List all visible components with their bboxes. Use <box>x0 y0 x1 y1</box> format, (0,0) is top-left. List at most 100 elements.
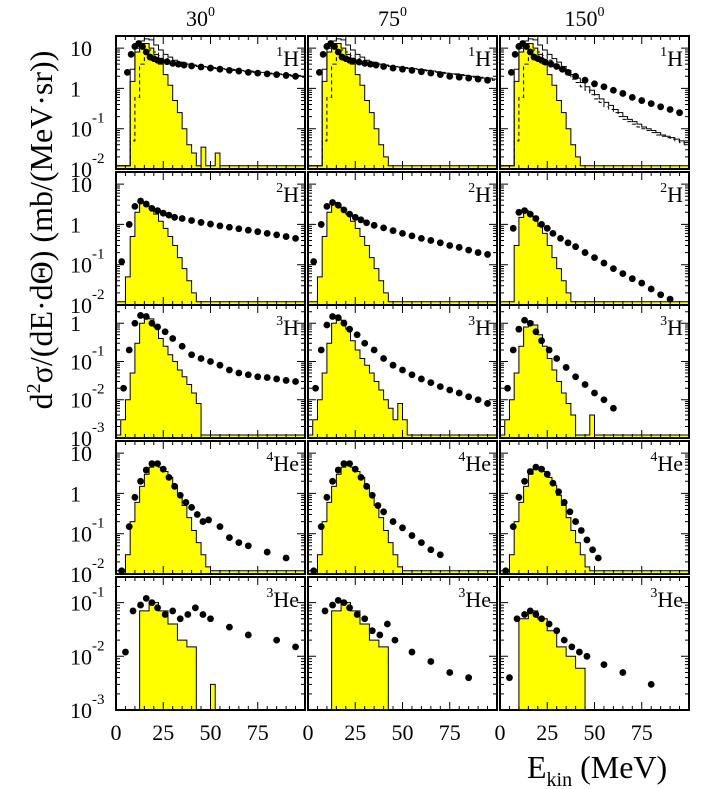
data-point <box>361 615 369 623</box>
y-tick-exponent: -2 <box>92 151 105 167</box>
x-tick-label: 75 <box>439 720 461 745</box>
y-tick-base: 10 <box>70 522 92 547</box>
panel: 3H <box>499 304 690 439</box>
data-point <box>169 607 177 615</box>
data-point <box>568 643 576 651</box>
data-point <box>254 69 262 77</box>
data-point <box>334 466 342 474</box>
y-tick-base: 10 <box>70 562 92 587</box>
y-tick-exponent: -2 <box>92 638 105 654</box>
y-tick-base: 10 <box>70 117 92 142</box>
data-point <box>355 58 363 66</box>
particle-element: H <box>475 315 491 340</box>
y-tick-label: 10-1 <box>70 585 105 616</box>
data-point <box>254 373 262 381</box>
data-point <box>538 337 545 345</box>
data-point <box>363 219 370 227</box>
data-point <box>638 97 646 104</box>
data-point <box>273 231 281 239</box>
data-point <box>538 465 545 473</box>
particle-label: 3He <box>458 586 491 612</box>
particle-element: H <box>475 46 491 71</box>
panel-plot-area <box>116 460 305 574</box>
particle-element: H <box>283 46 299 71</box>
data-point <box>581 249 589 256</box>
model-histogram <box>116 316 305 438</box>
data-point <box>538 615 545 623</box>
data-point <box>502 567 510 574</box>
data-point <box>235 225 243 233</box>
panel: 1H <box>499 35 690 170</box>
particle-label: 3He <box>650 586 683 612</box>
y-tick-label: 10-2 <box>70 287 105 318</box>
y-tick-base: 10 <box>70 644 92 669</box>
data-point <box>408 532 416 539</box>
data-point <box>226 366 233 374</box>
panel: 2H <box>115 171 306 306</box>
data-point <box>176 491 184 499</box>
data-point <box>361 339 369 347</box>
column-degree: 0 <box>400 5 407 20</box>
panel-ticks <box>307 440 498 575</box>
panel: 4He <box>499 440 690 575</box>
data-point <box>122 648 129 656</box>
particle-mass: 2 <box>468 181 475 196</box>
data-point <box>273 375 281 383</box>
data-point <box>619 669 627 676</box>
panel-plot-area <box>500 607 689 710</box>
particle-element: He <box>465 451 491 476</box>
data-point <box>628 275 636 283</box>
y-tick-label: 1 <box>70 311 81 336</box>
data-point <box>427 69 435 77</box>
data-point <box>589 546 597 554</box>
data-point <box>244 226 252 234</box>
y-tick-label: 10-1 <box>70 247 105 278</box>
y-tick-label: 10-1 <box>70 343 105 374</box>
data-point <box>137 601 144 609</box>
data-point <box>329 199 336 206</box>
data-point <box>545 620 553 628</box>
panel-ticks <box>307 304 498 439</box>
data-point <box>317 523 325 531</box>
panel-plot-area <box>500 316 689 438</box>
y-tick-base: 10 <box>70 698 92 723</box>
data-point <box>370 221 378 229</box>
particle-mass: 3 <box>468 314 475 329</box>
data-point <box>366 60 374 68</box>
panel-plot-area <box>116 38 305 169</box>
data-point <box>188 217 196 224</box>
data-point <box>572 72 579 80</box>
data-point <box>526 319 534 327</box>
data-point <box>197 63 205 71</box>
data-point <box>474 75 482 83</box>
data-point <box>575 648 583 656</box>
y-tick-label: 10-3 <box>70 420 105 451</box>
data-point <box>446 669 454 676</box>
particle-label: 3H <box>276 314 299 340</box>
data-point <box>244 542 252 550</box>
data-point <box>368 627 376 635</box>
data-point <box>455 243 463 251</box>
data-point <box>526 468 534 475</box>
data-point <box>436 383 444 391</box>
data-point <box>509 523 517 531</box>
data-point <box>515 493 523 501</box>
y-tick-base: 10 <box>70 36 92 61</box>
y-tick-exponent: -2 <box>92 382 105 398</box>
data-point <box>323 203 331 210</box>
data-point <box>610 86 617 94</box>
data-point <box>446 72 454 80</box>
model-histogram <box>116 201 305 305</box>
data-point <box>676 109 683 117</box>
data-point <box>521 477 528 485</box>
panel-ticks <box>307 171 498 306</box>
y-tick-label: 10-2 <box>70 638 105 669</box>
data-point <box>418 68 425 76</box>
panel-ticks <box>499 577 690 711</box>
particle-element: H <box>667 182 683 207</box>
model-histogram <box>308 602 497 710</box>
panel: 3H <box>307 304 498 439</box>
y-tick-exponent: -2 <box>92 287 105 303</box>
data-point <box>174 60 182 68</box>
data-point <box>446 386 454 394</box>
